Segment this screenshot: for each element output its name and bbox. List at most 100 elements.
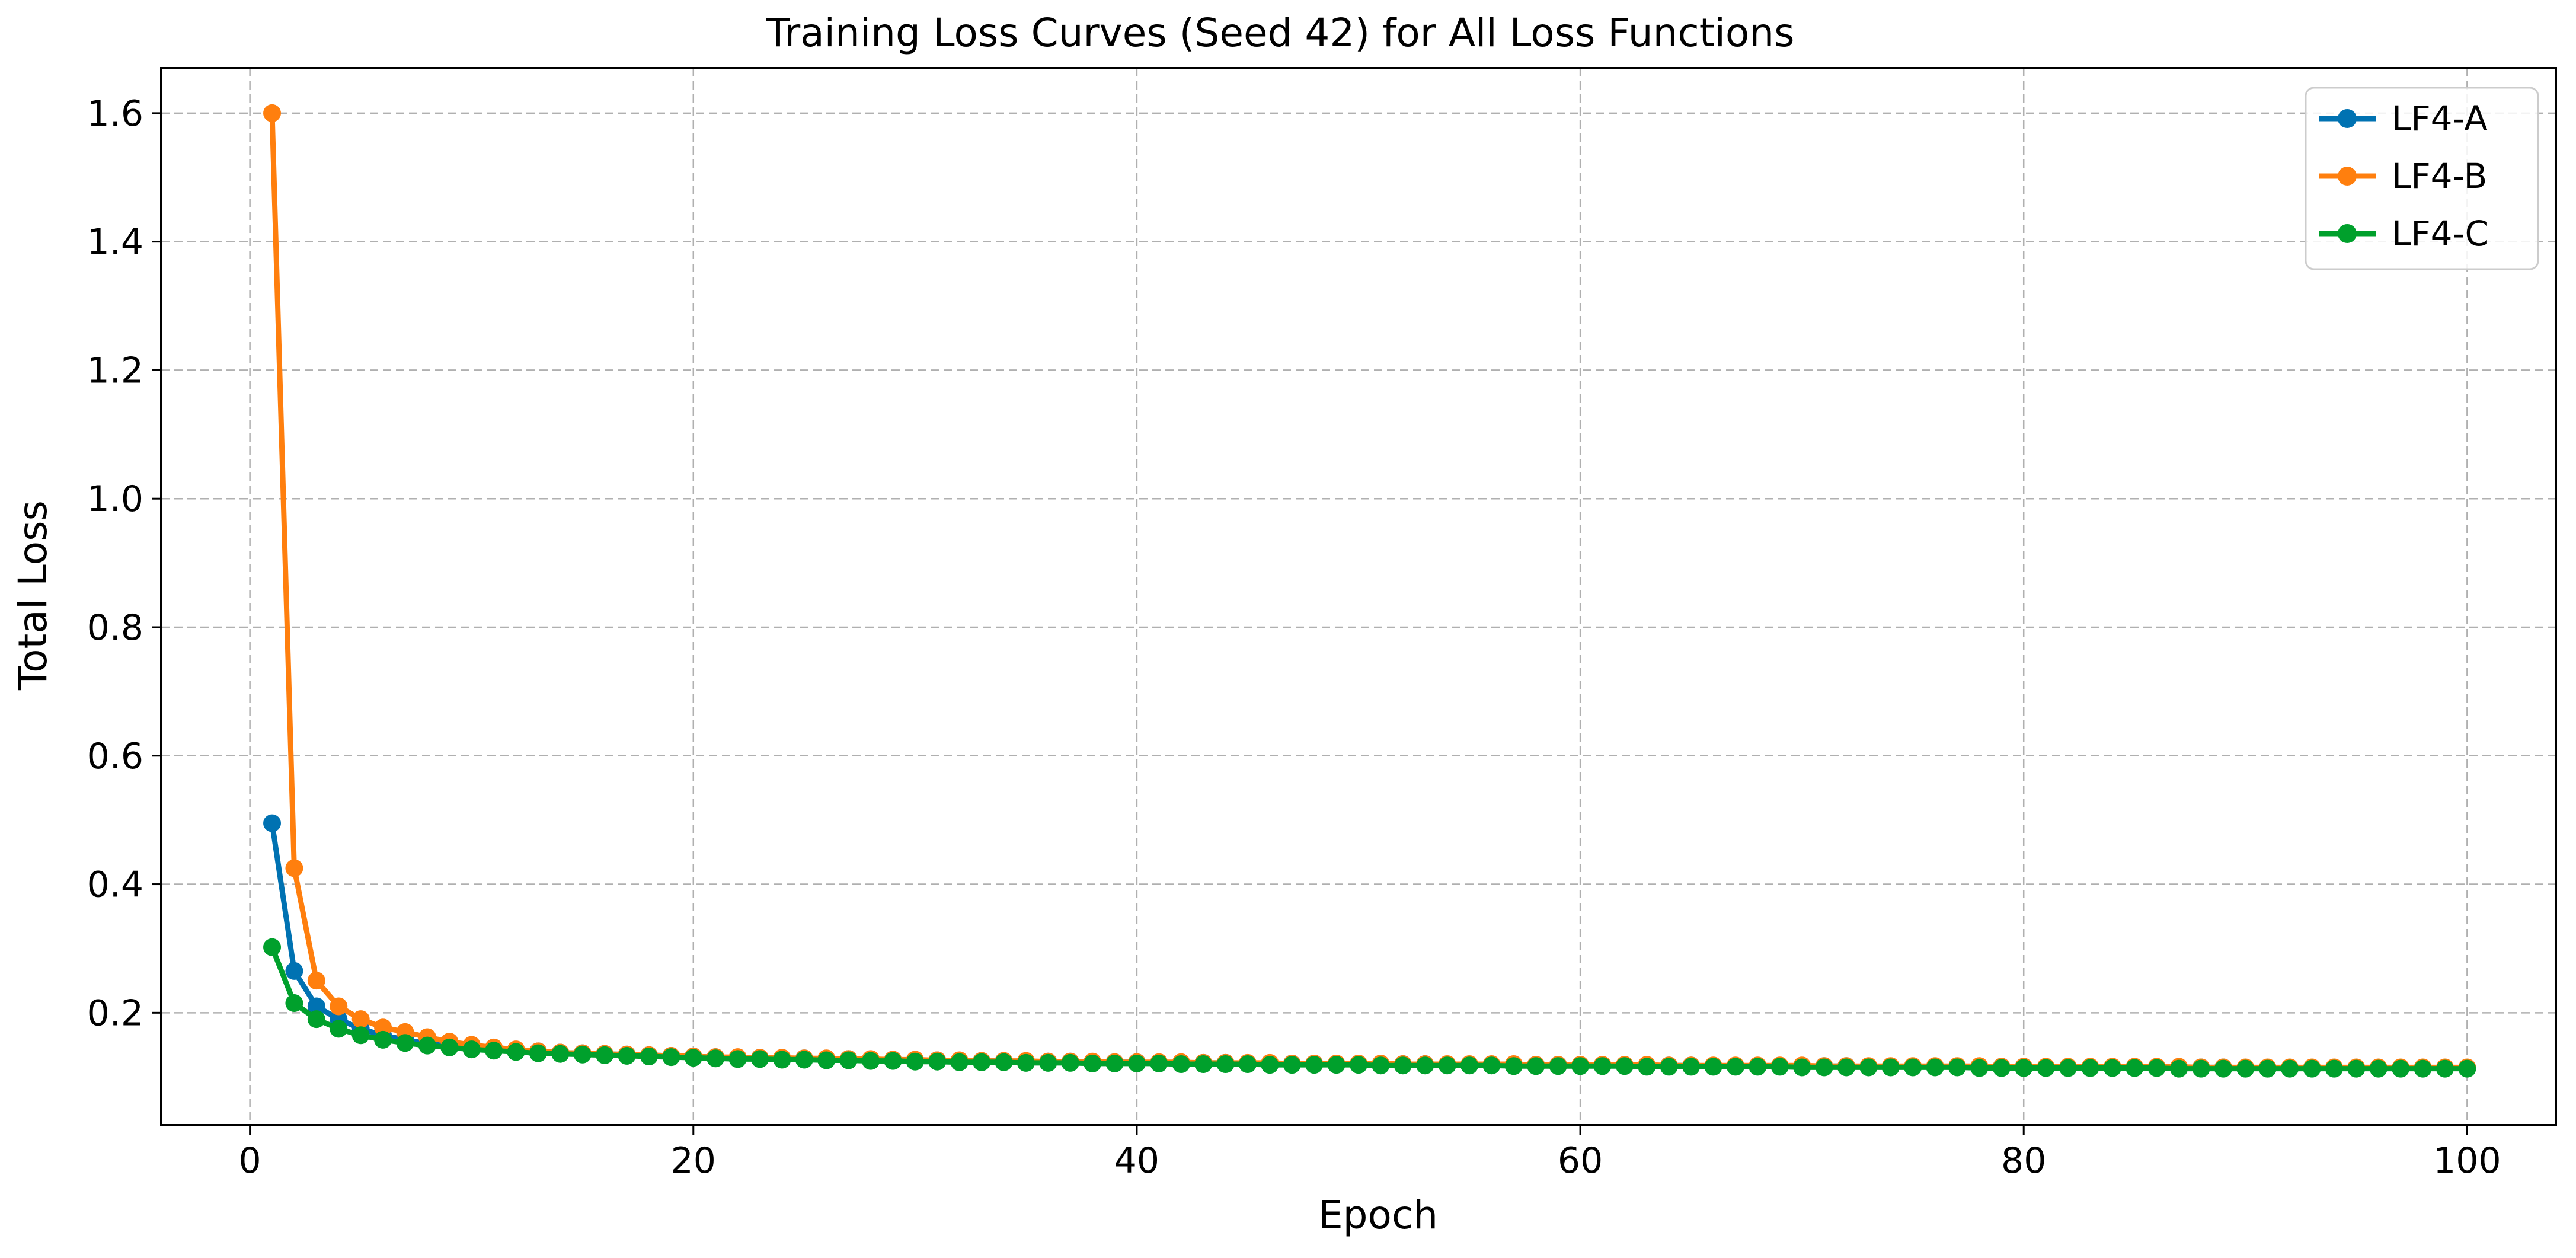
y-tick-label: 1.4 — [87, 222, 143, 263]
legend: LF4-A LF4-B LF4-C — [2305, 87, 2539, 270]
x-axis-label: Epoch — [1318, 1192, 1438, 1238]
data-point — [2281, 1059, 2299, 1078]
data-point — [462, 1040, 481, 1059]
data-point — [795, 1051, 813, 1069]
data-point — [1726, 1058, 1744, 1076]
data-point — [351, 1026, 370, 1045]
data-point — [285, 994, 303, 1013]
data-point — [884, 1052, 902, 1070]
data-point — [2236, 1059, 2255, 1078]
legend-label: LF4-C — [2392, 213, 2489, 254]
data-point — [1084, 1054, 1102, 1072]
legend-marker — [2338, 167, 2357, 186]
data-point — [1327, 1056, 1345, 1074]
data-point — [1482, 1056, 1501, 1075]
data-point — [2170, 1059, 2188, 1078]
data-point — [551, 1045, 570, 1063]
data-point — [2037, 1059, 2055, 1077]
data-point — [662, 1048, 680, 1067]
data-point — [2059, 1059, 2078, 1077]
data-point — [1127, 1054, 1146, 1072]
data-point — [330, 997, 348, 1016]
data-point — [285, 859, 303, 877]
data-point — [2392, 1059, 2410, 1078]
legend-label: LF4-B — [2392, 156, 2487, 196]
data-point — [2258, 1059, 2277, 1078]
data-point — [374, 1030, 392, 1049]
data-point — [1017, 1053, 1035, 1072]
data-point — [2147, 1059, 2166, 1077]
data-point — [1504, 1057, 1523, 1075]
y-tick-label: 1.2 — [87, 350, 143, 391]
data-point — [285, 962, 303, 980]
data-point — [2436, 1059, 2454, 1078]
data-point — [950, 1053, 969, 1071]
data-point — [1216, 1055, 1235, 1074]
data-point — [1416, 1056, 1434, 1075]
y-tick-label: 0.4 — [87, 864, 143, 906]
data-point — [1394, 1056, 1412, 1075]
data-point — [618, 1046, 636, 1065]
data-point — [440, 1038, 459, 1056]
series-layer — [263, 104, 2476, 1078]
data-point — [640, 1048, 658, 1066]
data-point — [2126, 1059, 2144, 1077]
data-point — [2303, 1059, 2321, 1078]
data-point — [1527, 1057, 1545, 1075]
data-point — [1571, 1057, 1590, 1075]
plot-frame — [160, 67, 2557, 1126]
data-point — [1549, 1057, 1567, 1075]
data-point — [1150, 1054, 1168, 1072]
data-point — [330, 1020, 348, 1038]
data-point — [263, 938, 282, 956]
series-line — [269, 946, 2468, 1072]
data-point — [1904, 1058, 1922, 1077]
data-point — [2325, 1059, 2343, 1078]
data-point — [1039, 1053, 1057, 1072]
data-point — [1926, 1058, 1944, 1077]
data-point — [2015, 1059, 2033, 1077]
data-point — [1261, 1056, 1279, 1074]
legend-label: LF4-A — [2392, 98, 2488, 139]
data-point — [1859, 1058, 1878, 1077]
y-tick-label: 0.2 — [87, 992, 143, 1034]
data-point — [1638, 1058, 1656, 1076]
data-point — [418, 1036, 436, 1055]
legend-item: LF4-A — [2319, 98, 2488, 139]
data-point — [906, 1052, 924, 1071]
data-point — [1615, 1057, 1634, 1075]
data-point — [2414, 1059, 2432, 1078]
data-point — [1238, 1055, 1257, 1074]
data-point — [2214, 1059, 2232, 1078]
data-point — [2103, 1059, 2121, 1077]
data-point — [1438, 1056, 1456, 1075]
data-point — [995, 1053, 1013, 1071]
data-point — [2081, 1059, 2099, 1077]
data-point — [507, 1043, 525, 1061]
data-point — [2192, 1059, 2210, 1078]
series-lf4-c — [263, 938, 2476, 1078]
x-tick-label: 100 — [2433, 1140, 2501, 1182]
data-point — [1105, 1054, 1124, 1072]
data-point — [1061, 1053, 1079, 1072]
data-point — [1770, 1058, 1789, 1076]
data-point — [1682, 1058, 1701, 1076]
y-tick-label: 1.6 — [87, 93, 143, 135]
data-point — [1793, 1058, 1811, 1077]
grid-lines — [161, 68, 2556, 1125]
legend-marker — [2338, 224, 2357, 243]
data-point — [1660, 1058, 1678, 1076]
data-point — [1948, 1058, 1966, 1077]
data-point — [2458, 1059, 2476, 1078]
data-point — [839, 1051, 858, 1069]
data-point — [351, 1010, 370, 1029]
data-point — [374, 1018, 392, 1037]
y-axis-label: Total Loss — [10, 500, 56, 691]
data-point — [728, 1050, 747, 1068]
data-point — [396, 1034, 414, 1052]
data-point — [751, 1050, 769, 1068]
data-point — [485, 1042, 503, 1060]
data-point — [1350, 1056, 1367, 1074]
data-point — [307, 972, 325, 990]
